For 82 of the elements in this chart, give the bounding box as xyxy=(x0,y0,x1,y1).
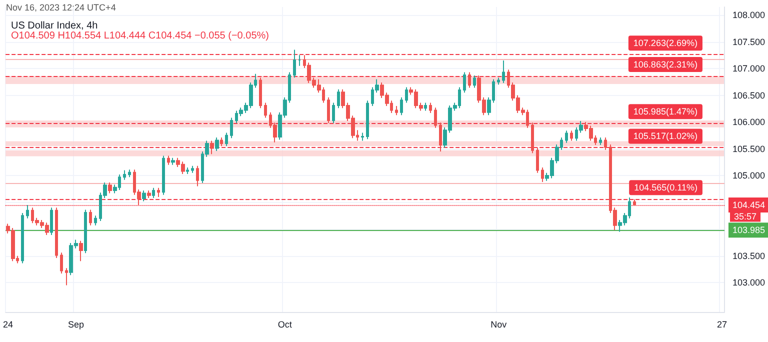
candlestick xyxy=(434,107,437,128)
candlestick xyxy=(89,209,92,226)
candlestick xyxy=(157,187,160,198)
candlestick xyxy=(79,240,83,262)
candlestick xyxy=(108,182,112,194)
candlestick xyxy=(332,102,335,124)
candlestick xyxy=(298,54,301,66)
candlestick xyxy=(536,147,539,174)
candlestick xyxy=(400,96,403,116)
x-tick-label: 27 xyxy=(717,320,728,330)
candlestick xyxy=(424,102,427,112)
candlestick xyxy=(497,77,500,86)
y-tick-label: 105.000 xyxy=(732,170,766,181)
y-tick-label: 103.500 xyxy=(732,250,766,261)
candlestick xyxy=(210,140,214,155)
candlestick xyxy=(128,169,131,178)
ref-line-label: 103.985 xyxy=(732,225,766,236)
candlestick xyxy=(167,155,170,166)
y-tick-label: 106.000 xyxy=(732,117,766,128)
candlestick xyxy=(468,72,471,88)
ref-line-label: 104.565(0.11%) xyxy=(634,182,698,193)
candlestick xyxy=(191,165,194,174)
candlestick xyxy=(186,167,189,174)
candlestick xyxy=(531,122,534,154)
y-tick-label: 106.500 xyxy=(732,90,766,100)
candlestick xyxy=(225,132,228,147)
candlestick xyxy=(162,155,165,196)
ref-line-label: 105.517(1.02%) xyxy=(633,131,698,142)
ref-line-label: 106.863(2.31%) xyxy=(633,60,698,70)
y-tick-label: 107.500 xyxy=(732,36,766,47)
candlestick xyxy=(327,96,330,124)
candlestick xyxy=(84,209,87,254)
candlestick xyxy=(570,130,573,142)
annotation: Nov 16, 2023 12:24 UTC+4 xyxy=(6,2,116,12)
y-tick-label: 108.000 xyxy=(732,10,766,20)
candlestick xyxy=(259,77,262,109)
candlestick xyxy=(65,268,68,286)
candlestick xyxy=(147,190,151,199)
candlestick xyxy=(439,122,442,152)
candlestick xyxy=(55,207,58,258)
candlestick xyxy=(565,130,568,144)
candlestick xyxy=(123,170,126,180)
candlestick xyxy=(366,100,369,140)
candlestick xyxy=(361,132,364,142)
candlestick xyxy=(502,60,505,84)
candlestick xyxy=(196,165,199,187)
candlestick xyxy=(171,157,175,166)
candlestick xyxy=(142,190,146,202)
candlestick xyxy=(60,252,63,274)
ref-line-label: 104.454 xyxy=(732,200,766,210)
candlestick xyxy=(293,49,296,78)
y-tick-label: 105.500 xyxy=(732,144,766,154)
candlestick xyxy=(429,102,432,114)
text: 35:57 xyxy=(734,211,757,222)
candlestick xyxy=(599,137,602,146)
candlestick xyxy=(264,102,267,118)
candlestick xyxy=(152,187,155,199)
x-tick-label: 24 xyxy=(2,320,13,330)
ref-line-label: 107.263(2.69%) xyxy=(633,38,698,48)
candlestick xyxy=(220,137,223,147)
candlestick xyxy=(215,137,219,152)
candlestick xyxy=(50,207,53,236)
text: US Dollar Index, 4h xyxy=(11,20,98,32)
x-tick-label: Sep xyxy=(68,320,84,330)
x-tick-label: Oct xyxy=(278,320,292,330)
ref-line-label: 105.985(1.47%) xyxy=(633,106,698,117)
candlestick xyxy=(463,72,466,94)
y-tick-label: 107.000 xyxy=(732,64,766,74)
candlestick xyxy=(337,88,340,109)
candlestick xyxy=(633,198,636,206)
candlestick xyxy=(541,167,544,182)
candlestick xyxy=(405,86,408,104)
candlestick xyxy=(94,215,97,226)
candlestick xyxy=(26,204,29,219)
candlestick xyxy=(21,212,24,264)
text: O104.509 H104.554 L104.444 C104.454 −0.055 (−0.05%) xyxy=(11,30,269,42)
candlestick xyxy=(395,105,398,116)
candlestick xyxy=(230,117,233,139)
candlestick xyxy=(604,137,607,150)
y-tick-label: 103.000 xyxy=(732,278,766,288)
x-tick-label: Nov xyxy=(490,320,508,330)
candlestick xyxy=(473,74,476,88)
